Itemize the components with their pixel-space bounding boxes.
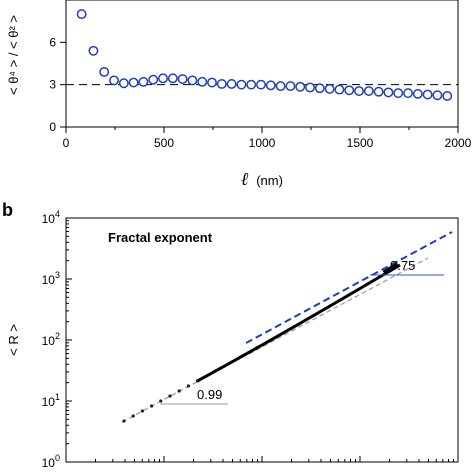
- panel-a-data-point: [236, 79, 247, 90]
- panel-a-data-point: [216, 79, 227, 89]
- panel-a-data-point: [128, 77, 139, 88]
- panel-b-y-tick-label: 101: [42, 392, 60, 409]
- data-point: [140, 409, 144, 413]
- panel-a-data-point: [226, 79, 237, 89]
- panel-a-x-axis-label: ℓ (nm): [241, 169, 283, 189]
- data-point: [177, 389, 181, 393]
- panel-a-data-point: [167, 73, 178, 84]
- panel-b-chart: b 100 101 102 103 104 Fractal exponent < R >…: [2, 200, 459, 470]
- panel-a-data-point: [373, 86, 384, 97]
- panel-b-y-tick-label: 103: [42, 270, 60, 287]
- panel-a-x-tick-label: 500: [154, 136, 174, 150]
- panel-a-y-tick-label: 0: [49, 120, 56, 134]
- data-curve-end: [382, 262, 400, 276]
- data-curve: [196, 263, 401, 383]
- data-point: [168, 394, 172, 398]
- panel-b-lines: [121, 231, 453, 423]
- panel-b-title: Fractal exponent: [108, 230, 213, 245]
- panel-b-y-tick-label: 100: [42, 453, 60, 470]
- panel-a-data-point: [177, 74, 188, 84]
- data-point: [186, 384, 190, 388]
- panel-a-points: [76, 9, 453, 101]
- panel-a-data-point: [393, 88, 404, 99]
- panel-a-data-point: [412, 88, 423, 99]
- panel-a-x-symbol: ℓ: [241, 169, 249, 189]
- fit-line-075: [245, 231, 453, 344]
- panel-a-data-point: [383, 87, 394, 98]
- panel-a-data-point: [99, 67, 110, 77]
- fit-line-099: [121, 257, 429, 423]
- panel-a-data-point: [88, 45, 99, 56]
- panel-a-data-point: [344, 85, 355, 96]
- panel-a-data-point: [275, 81, 286, 92]
- panel-a-ticks: 0 500 1000 1500 2000 0 3 6: [49, 35, 471, 150]
- data-point: [150, 404, 154, 408]
- annotation-slope-099: 0.99: [197, 387, 222, 402]
- panel-b-ticks: 100 101 102 103 104: [42, 209, 459, 470]
- panel-a-x-tick-label: 2000: [445, 136, 472, 150]
- panel-a-data-point: [148, 74, 159, 85]
- panel-a-x-tick-label: 1000: [249, 136, 276, 150]
- panel-b-y-tick-label: 104: [42, 209, 60, 226]
- panel-a-data-point: [295, 81, 306, 92]
- panel-a-data-point: [187, 75, 198, 86]
- panel-a-data-point: [285, 81, 296, 92]
- panel-a-data-point: [256, 79, 266, 90]
- panel-b-letter: b: [2, 200, 13, 220]
- panel-a-data-point: [197, 76, 208, 87]
- panel-b-frame: [65, 217, 459, 463]
- panel-a-data-point: [403, 88, 413, 99]
- annotation-slope-075: 0.75: [390, 258, 415, 273]
- panel-a-data-point: [354, 86, 364, 96]
- panel-b-y-tick-label: 102: [42, 331, 60, 348]
- panel-a-data-point: [138, 76, 149, 87]
- panel-a-y-axis-label: < θ⁴ > / < θ² >: [6, 15, 21, 95]
- panel-a-data-point: [118, 78, 129, 89]
- panel-a-y-tick-label: 6: [49, 35, 56, 49]
- panel-a-data-point: [363, 86, 374, 96]
- data-point: [122, 419, 126, 423]
- panel-a-data-point: [76, 9, 87, 20]
- panel-a-data-point: [246, 79, 257, 90]
- data-point: [159, 399, 163, 403]
- panel-a-data-point: [422, 89, 433, 100]
- panel-a-y-tick-label: 3: [49, 78, 56, 92]
- panel-a-data-point: [432, 90, 443, 101]
- panel-a-chart: 0 500 1000 1500 2000 0 3 6 < θ⁴ > / < θ² > ℓ (n…: [6, 0, 472, 189]
- panel-a-data-point: [305, 82, 315, 93]
- panel-a-data-point: [207, 77, 217, 88]
- panel-a-data-point: [334, 84, 345, 95]
- panel-a-frame: [65, 0, 459, 128]
- panel-a-data-point: [442, 91, 453, 101]
- panel-a-data-point: [109, 75, 119, 86]
- panel-a-x-tick-label: 1500: [347, 136, 374, 150]
- panel-a-data-point: [324, 83, 335, 94]
- panel-a-x-unit: (nm): [256, 173, 283, 188]
- panel-a-x-tick-label: 0: [63, 136, 70, 150]
- panel-a-data-point: [314, 83, 325, 94]
- data-point: [131, 414, 135, 418]
- panel-b-y-axis-label: < R >: [6, 324, 21, 356]
- panel-a-data-point: [265, 80, 276, 91]
- panel-a-data-point: [158, 73, 168, 84]
